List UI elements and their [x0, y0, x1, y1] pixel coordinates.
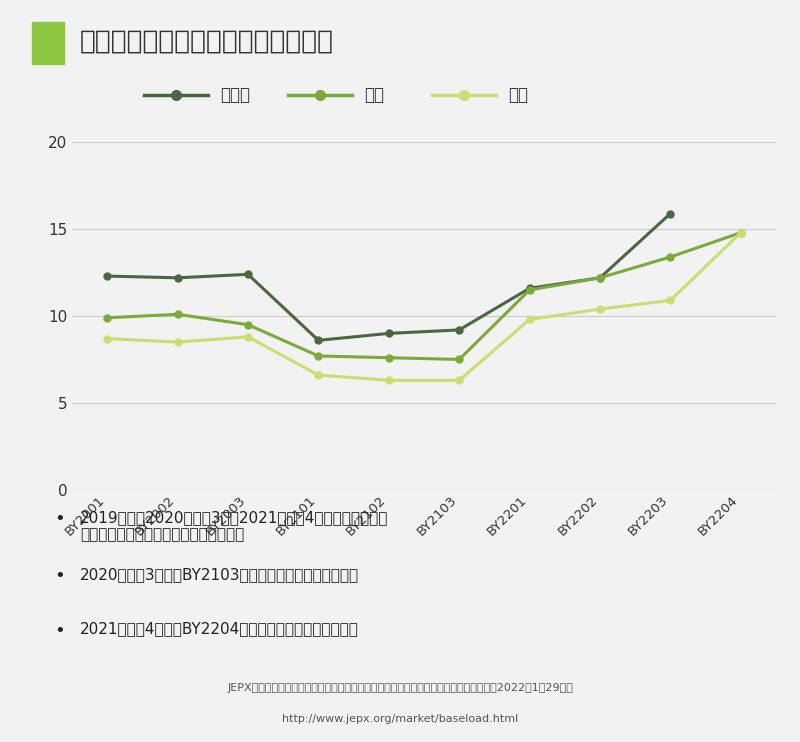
Text: ベースロード市場の約定価格の推移: ベースロード市場の約定価格の推移 [80, 28, 334, 54]
Text: http://www.jepx.org/market/baseload.html: http://www.jepx.org/market/baseload.html [282, 714, 518, 723]
Text: 2020年度の3回目（BY2103）以降はずっと値上がり傾向: 2020年度の3回目（BY2103）以降はずっと値上がり傾向 [80, 568, 359, 582]
Text: •: • [54, 622, 65, 640]
Text: 北海道: 北海道 [220, 85, 250, 104]
Text: 2019年度と2020年度は3回、2021年度は4回の入札が行われ
た。価格はそれぞれ翌年度に適用される: 2019年度と2020年度は3回、2021年度は4回の入札が行われ た。価格はそ… [80, 510, 388, 542]
FancyBboxPatch shape [32, 22, 64, 64]
Text: 2021年度の4回目（BY2204）は北海道エリアの約定なし: 2021年度の4回目（BY2204）は北海道エリアの約定なし [80, 622, 358, 637]
Text: •: • [54, 568, 65, 585]
Text: 関西: 関西 [508, 85, 528, 104]
Text: 東京: 東京 [364, 85, 384, 104]
Text: •: • [54, 510, 65, 528]
Text: JEPXホームページ「ベースロード取引市場」からダウンロードした情報をもとに作成（2022年1月29日）: JEPXホームページ「ベースロード取引市場」からダウンロードした情報をもとに作成… [227, 683, 573, 692]
